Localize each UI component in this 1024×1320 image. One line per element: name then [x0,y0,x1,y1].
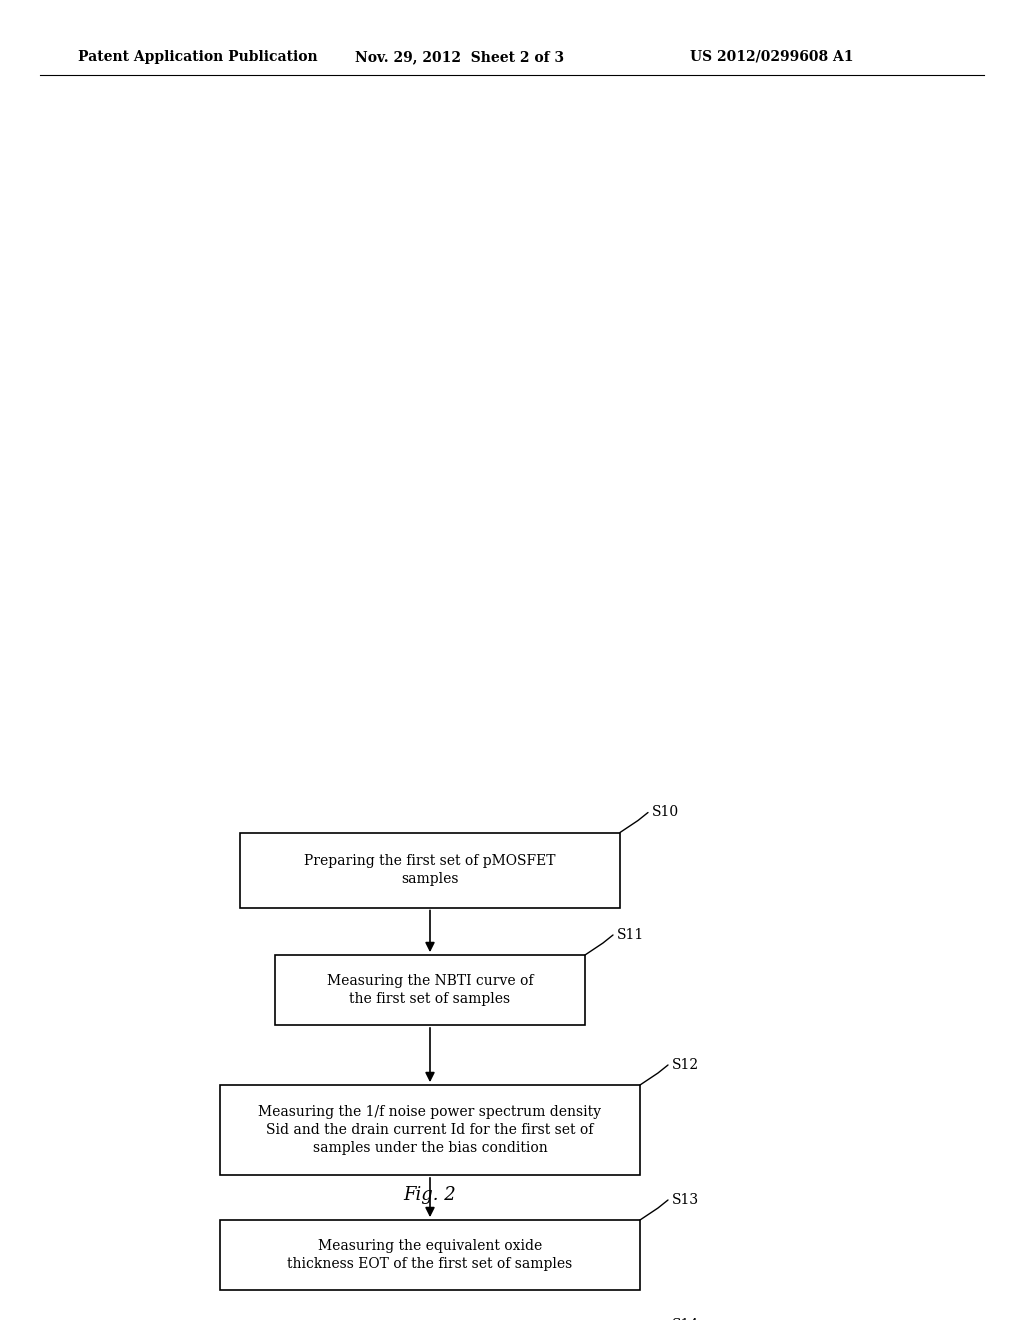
Text: S12: S12 [672,1059,699,1072]
Bar [220,1085,640,1175]
Text: Patent Application Publication: Patent Application Publication [78,50,317,63]
Bar [275,954,585,1026]
Text: Nov. 29, 2012  Sheet 2 of 3: Nov. 29, 2012 Sheet 2 of 3 [355,50,564,63]
Bar [240,833,620,908]
Text: US 2012/0299608 A1: US 2012/0299608 A1 [690,50,853,63]
Text: Preparing the first set of pMOSFET
samples: Preparing the first set of pMOSFET sampl… [304,854,556,886]
Bar [220,1220,640,1290]
Text: Fig. 2: Fig. 2 [403,1185,457,1204]
Text: S13: S13 [672,1193,699,1206]
Text: S14: S14 [672,1317,699,1320]
Text: Measuring the equivalent oxide
thickness EOT of the first set of samples: Measuring the equivalent oxide thickness… [288,1238,572,1271]
Text: S10: S10 [652,805,679,820]
Text: Measuring the 1/f noise power spectrum density
Sid and the drain current Id for : Measuring the 1/f noise power spectrum d… [258,1105,601,1155]
Text: Measuring the NBTI curve of
the first set of samples: Measuring the NBTI curve of the first se… [327,974,534,1006]
Text: S11: S11 [617,928,644,942]
